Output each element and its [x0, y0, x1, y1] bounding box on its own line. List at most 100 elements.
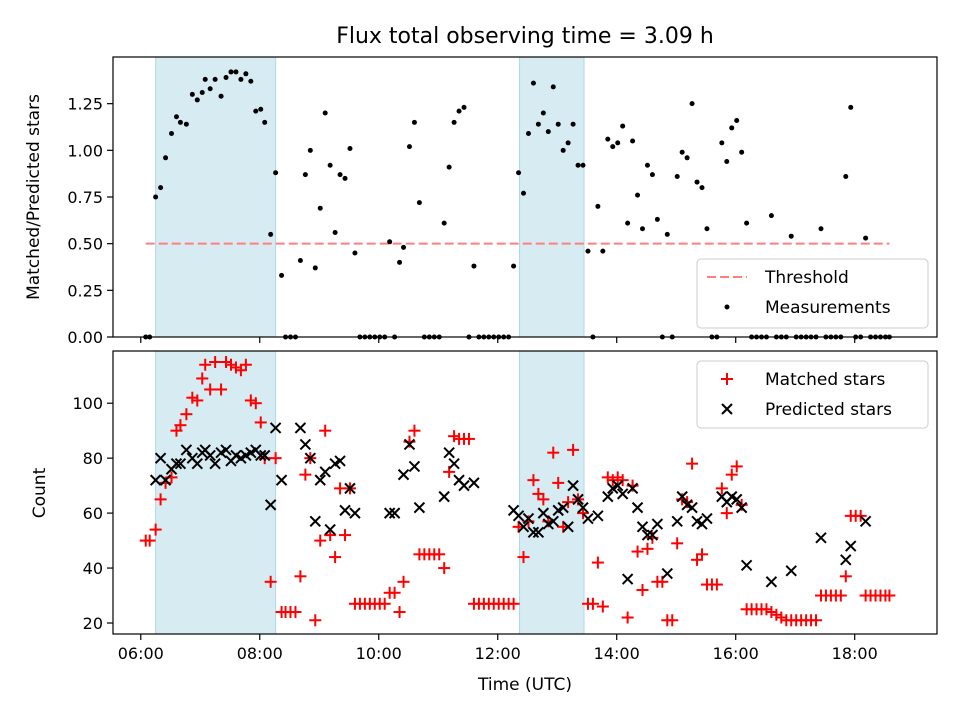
matched-star-point: [547, 446, 560, 459]
measurement-point: [243, 71, 249, 77]
measurement-point: [416, 200, 422, 206]
matched-star-point: [666, 614, 679, 627]
measurement-point: [342, 175, 348, 181]
matched-star-point: [883, 589, 896, 602]
legend-measurements-swatch: [724, 304, 730, 310]
measurement-point: [332, 229, 338, 235]
top-y-tick-label: 0.75: [67, 188, 103, 207]
predicted-star-point: [397, 468, 410, 481]
matched-star-point: [671, 537, 684, 550]
matched-star-point: [720, 507, 733, 520]
matched-star-point: [215, 383, 228, 396]
measurement-point: [312, 265, 318, 271]
top-y-ticks: 0.00 0.25 0.50 0.75 1.00 1.25: [67, 95, 113, 347]
predicted-star-point: [602, 490, 614, 503]
measurement-point: [228, 69, 234, 75]
measurement-point: [560, 147, 566, 153]
predicted-star-point: [349, 507, 361, 519]
predicted-star-point: [339, 504, 351, 517]
x-tick-label: 10:00: [356, 644, 402, 663]
predicted-star-point: [259, 449, 271, 462]
predicted-star-point: [204, 449, 216, 462]
figure-title: Flux total observing time = 3.09 h: [336, 24, 714, 49]
predicted-star-point: [149, 474, 162, 486]
predicted-star-point: [264, 499, 277, 511]
measurement-point: [635, 192, 641, 198]
predicted-star-point: [621, 573, 634, 585]
measurement-point: [273, 170, 279, 176]
bottom-panel: 20 40 60 80 100 06:00 08:00 10:00 12:00 14:00 16:…: [30, 350, 938, 695]
measurement-point: [238, 76, 244, 82]
bottom-legend-box: [696, 360, 929, 429]
matched-star-point: [319, 424, 332, 437]
measurement-point: [322, 110, 328, 116]
matched-star-point: [552, 476, 565, 489]
matched-star-point: [196, 372, 209, 385]
predicted-star-point: [641, 529, 654, 541]
measurement-point: [664, 231, 670, 237]
measurement-point: [177, 119, 183, 125]
predicted-star-point: [765, 576, 778, 588]
measurement-point: [516, 170, 522, 176]
matched-star-point: [378, 597, 391, 610]
measurement-point: [337, 172, 343, 178]
predicted-star-point: [154, 452, 167, 464]
matched-star-point: [621, 611, 634, 624]
bottom-shaded-region-1: [519, 350, 585, 635]
x-tick-label: 16:00: [713, 644, 759, 663]
measurement-point: [411, 119, 417, 125]
matched-star-point: [154, 493, 167, 506]
matched-star-point: [329, 551, 342, 564]
measurement-point: [555, 121, 561, 127]
matched-star-point: [710, 578, 723, 591]
matched-star-point: [209, 355, 222, 368]
matched-star-point: [730, 460, 743, 473]
matched-star-point: [180, 408, 193, 421]
predicted-star-point: [686, 501, 698, 514]
matched-star-point: [269, 452, 282, 465]
predicted-star-point: [512, 510, 525, 522]
measurement-point: [788, 233, 794, 239]
predicted-star-point: [845, 540, 857, 552]
matched-star-point: [299, 468, 312, 481]
predicted-star-point: [458, 479, 470, 492]
bottom-shaded-region-0: [155, 350, 277, 635]
measurement-point: [268, 231, 274, 237]
predicted-star-point: [438, 490, 450, 503]
measurement-point: [461, 104, 467, 110]
matched-star-point: [339, 529, 352, 542]
matched-star-point: [294, 570, 307, 583]
measurement-point: [511, 263, 517, 269]
measurement-point: [863, 235, 869, 241]
predicted-star-point: [567, 479, 579, 492]
matched-star-point: [433, 548, 446, 561]
legend-matched-swatch: [721, 373, 733, 385]
matched-star-point: [143, 534, 156, 547]
matched-star-point: [591, 556, 604, 569]
x-tick-label: 18:00: [832, 644, 878, 663]
legend-matched-label: Matched stars: [765, 370, 885, 390]
top-y-tick-label: 1.25: [67, 95, 103, 114]
predicted-star-point: [344, 482, 356, 495]
measurement-point: [694, 179, 700, 185]
predicted-star-point: [388, 507, 401, 519]
measurement-point: [471, 263, 477, 269]
predicted-star-point: [209, 457, 221, 470]
measurement-point: [585, 248, 591, 254]
measurement-point: [347, 145, 353, 151]
matched-star-point: [839, 570, 852, 583]
measurement-point: [600, 248, 606, 254]
matched-star-point: [686, 457, 699, 470]
predicted-star-point: [527, 526, 540, 539]
predicted-star-point: [383, 507, 396, 519]
x-tick-label: 06:00: [118, 644, 164, 663]
predicted-star-point: [403, 438, 416, 451]
matched-star-point: [204, 383, 217, 396]
measurement-point: [451, 119, 457, 125]
matched-star-point: [586, 597, 599, 610]
measurement-point: [262, 119, 268, 125]
measurement-point: [843, 173, 849, 179]
predicted-star-point: [517, 521, 530, 533]
matched-star-point: [393, 606, 406, 619]
